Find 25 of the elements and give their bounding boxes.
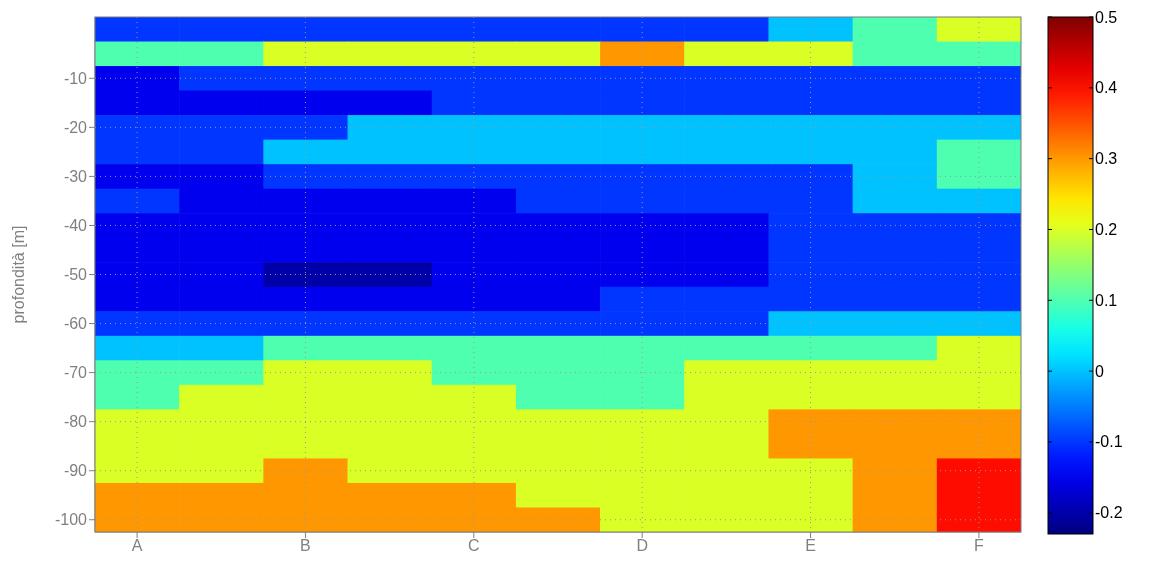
x-tick-label: E — [805, 537, 816, 555]
color-bar-label: 0.5 — [1095, 8, 1118, 26]
y-tick-label: -20 — [63, 119, 88, 137]
y-tick-label: -100 — [54, 511, 88, 529]
color-bar-label: 0.1 — [1095, 291, 1118, 309]
y-tick-label: -30 — [63, 168, 88, 186]
y-tick-label: -40 — [63, 217, 88, 235]
y-tick-label: -60 — [63, 315, 88, 333]
color-bar-label: 0 — [1095, 362, 1104, 380]
color-bar-label: -0.1 — [1095, 433, 1123, 451]
color-bar-label: -0.2 — [1095, 504, 1123, 522]
y-tick-label: -50 — [63, 266, 88, 284]
x-tick-label: C — [468, 537, 480, 555]
x-tick-label: F — [974, 537, 985, 555]
y-tick-label: -10 — [63, 69, 88, 87]
x-tick-label: D — [636, 537, 648, 555]
x-tick-label: B — [300, 537, 311, 555]
x-tick-label: A — [131, 537, 143, 555]
y-tick-label: -70 — [63, 364, 88, 382]
y-axis-title: profondità [m] — [9, 225, 27, 324]
y-tick-label: -90 — [63, 462, 88, 480]
color-bar-label: 0.3 — [1095, 150, 1118, 168]
color-bar-label: 0.2 — [1095, 220, 1118, 238]
y-tick-label: -80 — [63, 413, 88, 431]
color-bar-label: 0.4 — [1095, 79, 1118, 97]
